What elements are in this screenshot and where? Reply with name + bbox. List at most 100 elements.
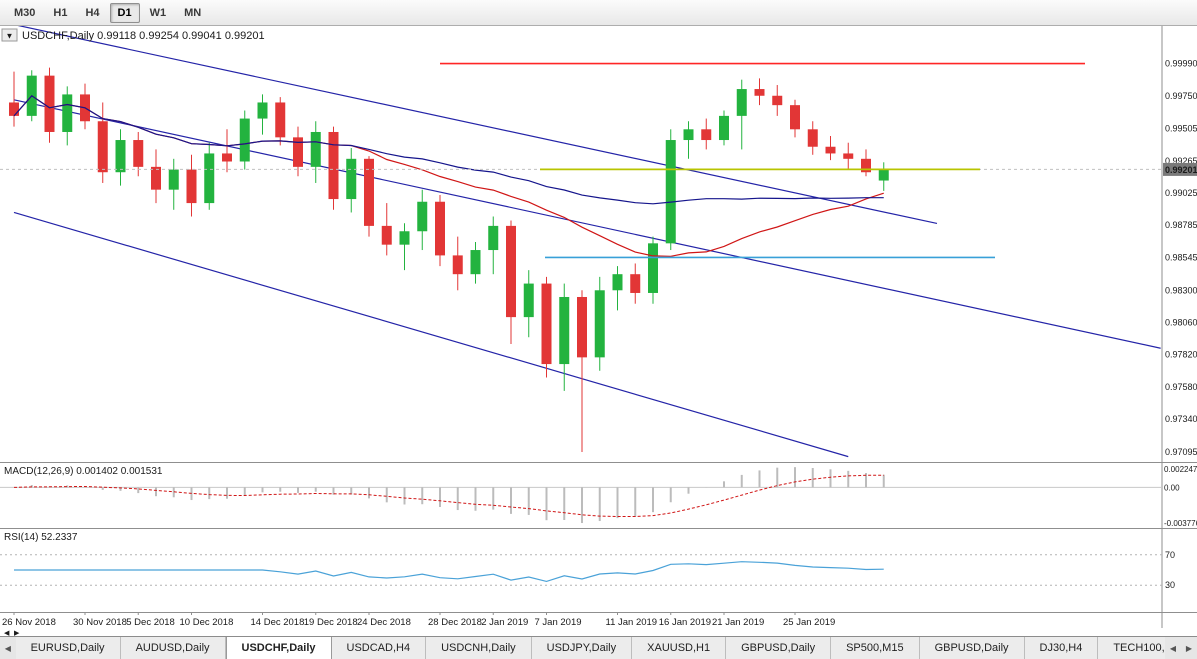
current-price-tag <box>1163 162 1197 176</box>
chart-tab-xauusd-h1[interactable]: XAUUSD,H1 <box>632 637 727 659</box>
candle-body <box>825 146 836 154</box>
candle <box>665 129 676 251</box>
candle-body <box>648 243 658 293</box>
chart-tab-usdcnh-daily[interactable]: USDCNH,Daily <box>426 637 532 659</box>
candle-body <box>364 158 374 226</box>
candle-body <box>133 140 144 167</box>
candle-body <box>577 296 587 358</box>
price-axis-label: 0.99750 <box>1165 91 1197 101</box>
price-axis-label: 0.98060 <box>1165 317 1197 327</box>
candle <box>559 283 570 391</box>
candle-body <box>701 129 712 141</box>
macd-axis-label: 0.002247 <box>1164 465 1197 474</box>
chart-tab-sp500-m15[interactable]: SP500,M15 <box>831 637 920 659</box>
chart-tab-usdjpy-daily[interactable]: USDJPY,Daily <box>531 637 633 659</box>
candle-body <box>239 118 250 162</box>
chart-tab-gbpusd-daily[interactable]: GBPUSD,Daily <box>919 637 1025 659</box>
candle-body <box>222 153 232 162</box>
candle-body <box>736 89 747 116</box>
longterm-trendline[interactable] <box>13 99 1161 349</box>
candle <box>328 126 339 210</box>
candle-body <box>665 140 676 244</box>
chart-tab-dj30-h4[interactable]: DJ30,H4 <box>1024 637 1099 659</box>
macd-signal-line <box>13 474 884 517</box>
price-axis-label: 0.99990 <box>1165 59 1197 69</box>
candle <box>825 136 836 161</box>
candle <box>790 99 800 138</box>
candle-body <box>488 225 499 251</box>
candle <box>594 276 605 371</box>
rsi-axis-label: 30 <box>1165 580 1175 590</box>
candle-body <box>506 225 516 318</box>
candle-body <box>612 274 623 291</box>
candle <box>861 149 871 177</box>
candle-body <box>293 137 303 167</box>
chart-tab-usdcad-h4[interactable]: USDCAD,H4 <box>331 637 427 659</box>
date-axis-label: 28 Dec 2018 <box>428 617 482 628</box>
current-price-label: 0.99201 <box>1165 165 1197 175</box>
tabbar-scroll-left2-icon[interactable]: ◀ <box>1169 643 1177 653</box>
upper-channel-trendline[interactable] <box>0 26 938 225</box>
date-axis-label: 5 Dec 2018 <box>126 617 175 628</box>
lower-channel-trendline[interactable] <box>13 211 849 458</box>
chart-tab-eurusd-daily[interactable]: EURUSD,Daily <box>15 637 121 659</box>
price-axis-label: 0.97580 <box>1165 382 1197 392</box>
candle-body <box>843 153 854 159</box>
hscroll-right-icon[interactable]: ▶ <box>14 630 20 636</box>
candle-body <box>452 255 463 275</box>
candle-body <box>807 129 818 147</box>
candle <box>346 148 357 213</box>
main-chart-area[interactable] <box>0 26 1162 458</box>
candle-body <box>97 121 108 173</box>
rsi-axis-label: 70 <box>1165 550 1175 560</box>
candle <box>719 110 729 146</box>
candle <box>878 162 889 191</box>
candle-body <box>9 102 19 116</box>
rsi-line <box>14 561 884 583</box>
candle-body <box>275 102 286 138</box>
chart-tab-tech100-h1[interactable]: TECH100,H1 <box>1098 637 1165 659</box>
candle <box>843 142 854 170</box>
chart-tab-gbpusd-daily[interactable]: GBPUSD,Daily <box>726 637 832 659</box>
candle-body <box>204 153 215 204</box>
date-axis-label: 25 Jan 2019 <box>783 617 835 628</box>
price-axis-label: 0.98300 <box>1165 285 1197 295</box>
candle <box>151 149 161 204</box>
candle-body <box>328 131 339 200</box>
tabbar-scroll-left-icon[interactable]: ◀ <box>4 643 11 653</box>
candle <box>435 195 445 267</box>
chart-tab-usdchf-daily[interactable]: USDCHF,Daily <box>225 637 332 659</box>
price-axis-label: 0.97095 <box>1165 447 1197 457</box>
timeframe-button-m30[interactable]: M30 <box>14 6 36 19</box>
candle-body <box>470 250 481 275</box>
candle <box>683 121 694 159</box>
candle <box>115 129 126 186</box>
hscroll-left-icon[interactable]: ◀ <box>4 630 10 636</box>
candle <box>772 85 783 116</box>
candle <box>488 216 499 275</box>
price-axis-label: 0.97340 <box>1165 414 1197 424</box>
candle-body <box>772 95 783 106</box>
timeframe-toolbar: M30 H1 H4 D1 W1 MN <box>0 0 1197 26</box>
tabbar-scroll-right-icon[interactable]: ▶ <box>1185 643 1193 653</box>
candle <box>239 110 250 170</box>
chart-collapse-button[interactable] <box>1 28 18 42</box>
chart-surface[interactable]: ▼ USDCHF,Daily 0.99118 0.99254 0.99041 0.… <box>0 26 1197 636</box>
macd-panel-label: MACD(12,26,9) 0.001402 0.001531 <box>4 466 163 477</box>
candle <box>648 236 658 304</box>
timeframe-button-d1[interactable]: D1 <box>109 2 140 23</box>
candle-body <box>151 166 161 190</box>
rsi-panel <box>0 554 1162 586</box>
timeframe-button-w1[interactable]: W1 <box>149 6 167 19</box>
macd-histogram <box>30 467 885 524</box>
candle <box>168 158 179 210</box>
candle-body <box>399 231 410 245</box>
candle <box>701 118 712 150</box>
timeframe-button-h4[interactable]: H4 <box>85 6 100 19</box>
chart-tab-audusd-daily[interactable]: AUDUSD,Daily <box>120 637 226 659</box>
timeframe-button-h1[interactable]: H1 <box>53 6 68 19</box>
timeframe-button-mn[interactable]: MN <box>184 6 202 19</box>
candle <box>736 79 747 150</box>
candle-body <box>594 290 605 358</box>
price-axis-label: 0.99025 <box>1165 188 1197 198</box>
